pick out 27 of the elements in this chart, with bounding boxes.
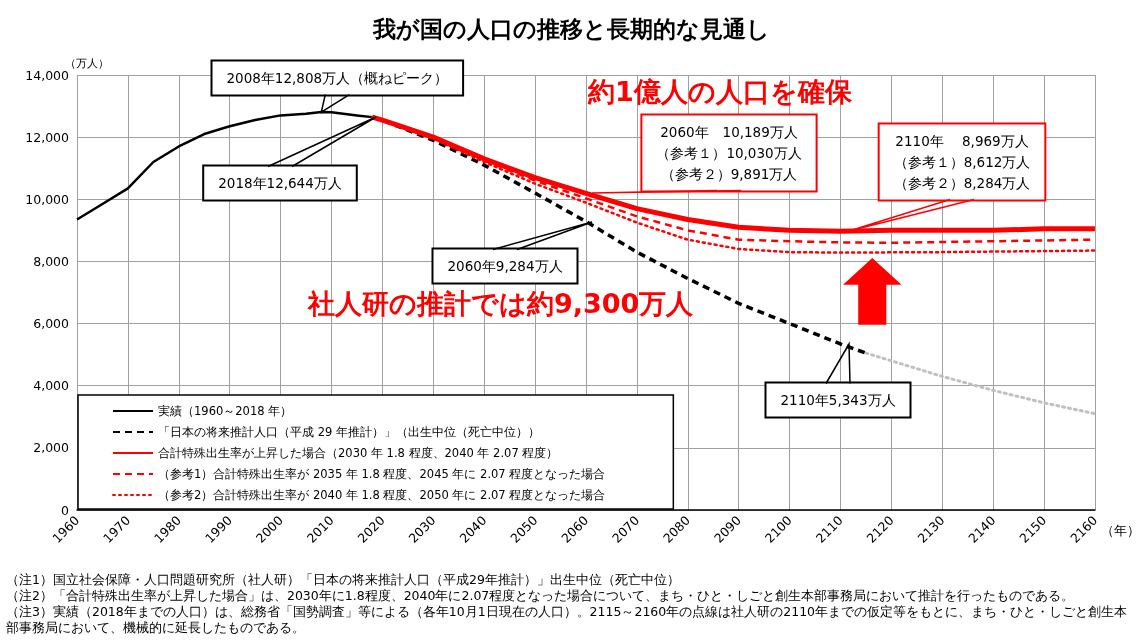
y-axis-title: （万人） (65, 56, 109, 70)
x-axis-title: （年） (1101, 523, 1140, 538)
y-tick-label: 4,000 (33, 378, 70, 394)
y-tick-label: 14,000 (25, 67, 70, 83)
y-tick-label: 8,000 (33, 253, 70, 269)
y-tick-label: 0 (61, 502, 70, 518)
y-tick-label: 10,000 (25, 191, 70, 207)
annotation: 2110年 8,969万人（参考１）8,612万人（参考２）8,284万人 (893, 133, 1031, 191)
y-tick-label: 2,000 (33, 440, 70, 456)
legend-label: （参考1）合計特殊出生率が 2035 年 1.8 程度、2045 年に 2.07 程度となった場合 (158, 467, 606, 481)
annotation: 約1億人の人口を確保 (587, 76, 853, 107)
legend-label: （参考2）合計特殊出生率が 2040 年 1.8 程度、2050 年に 2.07 程度となった場合 (158, 488, 606, 502)
text: （注3）実績（2018年までの人口）は、総務省「国勢調査」等による（各年10月1日現在の人口）。2115～2160年の点線は社人研の2110年までの仮定等をもとに、まち・ひと・しごと創生本部事務局において、機械的に延長したものである。 (6, 603, 1128, 635)
annotation: 社人研の推計では約9,300万人 (307, 288, 695, 319)
annotation: 2060年 10,189万人（参考１）10,030万人（参考２）9,891万人 (656, 124, 802, 182)
text: （注2）「合計特殊出生率が上昇した場合」は、2030年に1.8程度、2040年に2.07程度となった場合について、まち・ひと・しごと創生本部事務局において推計を行ったものである。 (6, 587, 1075, 603)
y-tick-label: 12,000 (25, 129, 70, 145)
annotation: 2060年9,284万人 (447, 258, 563, 274)
annotation: 2110年5,343万人 (780, 392, 896, 408)
legend-label: 「日本の将来推計人口（平成 29 年推計）」（出生中位（死亡中位）） (158, 425, 540, 439)
annotation: 2008年12,808万人（概ねピーク） (226, 70, 449, 87)
chart-title: 我が国の人口の推移と長期的な見通し (372, 15, 770, 42)
annotation: 2018年12,644万人 (218, 175, 342, 191)
legend-label: 合計特殊出生率が上昇した場合（2030 年 1.8 程度、2040 年 2.07 程度） (158, 446, 559, 460)
y-tick-label: 6,000 (33, 316, 70, 332)
text: （注1）国立社会保障・人口問題研究所（社人研）「日本の将来推計人口（平成29年推計）」出生中位（死亡中位） (6, 571, 680, 587)
legend-label: 実績（1960～2018 年） (158, 404, 293, 418)
